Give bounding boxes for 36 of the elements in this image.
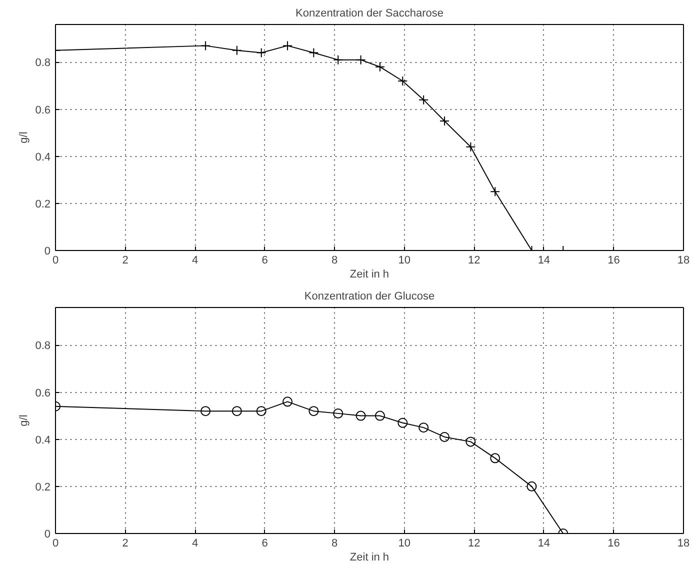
y-tick-label: 0.8	[35, 340, 51, 352]
x-tick-label: 4	[192, 254, 198, 266]
x-axis-title: Zeit in h	[350, 268, 390, 280]
y-tick-label: 0.2	[35, 481, 51, 494]
y-tick-label: 0.8	[35, 57, 51, 70]
x-tick-label: 10	[398, 538, 411, 550]
x-tick-label: 10	[398, 254, 411, 266]
y-axis-title: g/l	[18, 414, 30, 426]
y-tick-label: 0	[44, 246, 51, 258]
y-tick-label: 0.4	[35, 151, 51, 164]
y-tick-label: 0.6	[35, 387, 51, 400]
y-tick-label: 0	[44, 528, 51, 540]
y-tick-label: 0.4	[35, 434, 51, 446]
x-tick-label: 18	[677, 538, 690, 550]
chart-title: Konzentration der Saccharose	[296, 8, 444, 20]
x-axis-title: Zeit in h	[350, 552, 390, 564]
x-tick-label: 0	[52, 538, 59, 550]
x-tick-label: 4	[192, 538, 198, 550]
y-axis-title: g/l	[18, 132, 30, 144]
x-tick-label: 12	[468, 538, 480, 550]
x-tick-label: 14	[538, 254, 550, 266]
x-tick-label: 8	[332, 254, 338, 266]
y-tick-label: 0.6	[35, 104, 51, 116]
x-tick-label: 6	[262, 254, 268, 266]
x-tick-label: 2	[122, 538, 128, 550]
x-tick-label: 16	[608, 254, 620, 266]
x-tick-label: 2	[122, 254, 128, 266]
x-tick-label: 6	[262, 538, 268, 550]
y-tick-label: 0.2	[35, 198, 51, 210]
chart-title: Konzentration der Glucose	[304, 290, 435, 302]
x-tick-label: 8	[332, 538, 338, 550]
x-tick-label: 12	[468, 254, 480, 266]
x-tick-label: 16	[608, 538, 620, 550]
x-tick-label: 18	[677, 254, 690, 266]
x-tick-label: 14	[538, 538, 550, 550]
x-tick-label: 0	[52, 254, 59, 266]
